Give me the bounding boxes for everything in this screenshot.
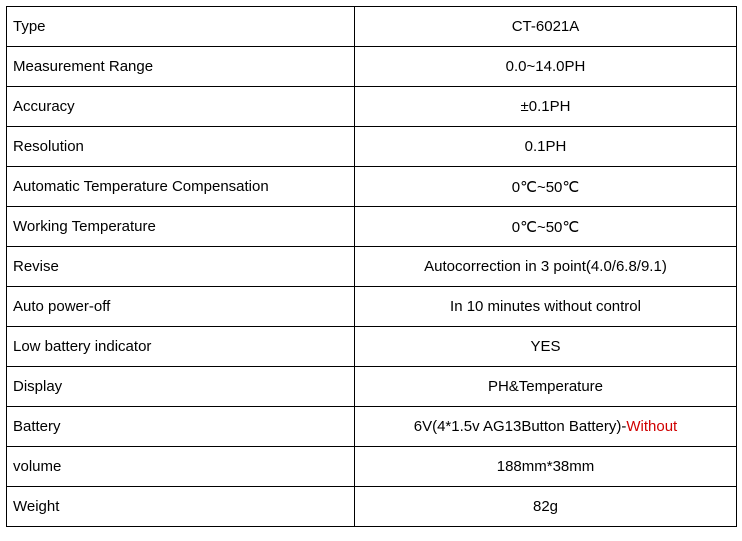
spec-label: Resolution — [7, 127, 355, 167]
spec-label: Type — [7, 7, 355, 47]
table-row: Revise Autocorrection in 3 point(4.0/6.8… — [7, 247, 737, 287]
spec-label: Battery — [7, 407, 355, 447]
spec-label: Display — [7, 367, 355, 407]
table-row: Type CT-6021A — [7, 7, 737, 47]
spec-label: Revise — [7, 247, 355, 287]
spec-label: Auto power-off — [7, 287, 355, 327]
spec-label: Weight — [7, 487, 355, 527]
table-row: Accuracy ±0.1PH — [7, 87, 737, 127]
spec-value: In 10 minutes without control — [355, 287, 737, 327]
table-row: Weight 82g — [7, 487, 737, 527]
spec-label: volume — [7, 447, 355, 487]
spec-value-prefix: 6V(4*1.5v AG13Button Battery)- — [414, 418, 627, 435]
spec-value: ±0.1PH — [355, 87, 737, 127]
spec-table-body: Type CT-6021A Measurement Range 0.0~14.0… — [7, 7, 737, 527]
spec-value: Autocorrection in 3 point(4.0/6.8/9.1) — [355, 247, 737, 287]
spec-label: Working Temperature — [7, 207, 355, 247]
spec-label: Measurement Range — [7, 47, 355, 87]
spec-label: Accuracy — [7, 87, 355, 127]
table-row: Automatic Temperature Compensation 0℃~50… — [7, 167, 737, 207]
spec-value: 188mm*38mm — [355, 447, 737, 487]
table-row: Resolution 0.1PH — [7, 127, 737, 167]
spec-value: CT-6021A — [355, 7, 737, 47]
spec-label: Low battery indicator — [7, 327, 355, 367]
spec-value: YES — [355, 327, 737, 367]
spec-value: 0℃~50℃ — [355, 167, 737, 207]
spec-value-highlight: Without — [626, 418, 677, 435]
table-row: Display PH&Temperature — [7, 367, 737, 407]
spec-value: 6V(4*1.5v AG13Button Battery)-Without — [355, 407, 737, 447]
table-row: Auto power-off In 10 minutes without con… — [7, 287, 737, 327]
spec-value: 0.0~14.0PH — [355, 47, 737, 87]
table-row: Battery 6V(4*1.5v AG13Button Battery)-Wi… — [7, 407, 737, 447]
spec-table: Type CT-6021A Measurement Range 0.0~14.0… — [6, 6, 737, 527]
spec-value: 82g — [355, 487, 737, 527]
table-row: Low battery indicator YES — [7, 327, 737, 367]
spec-label: Automatic Temperature Compensation — [7, 167, 355, 207]
table-row: Measurement Range 0.0~14.0PH — [7, 47, 737, 87]
table-row: volume 188mm*38mm — [7, 447, 737, 487]
spec-value: 0.1PH — [355, 127, 737, 167]
spec-value: 0℃~50℃ — [355, 207, 737, 247]
table-row: Working Temperature 0℃~50℃ — [7, 207, 737, 247]
spec-value: PH&Temperature — [355, 367, 737, 407]
